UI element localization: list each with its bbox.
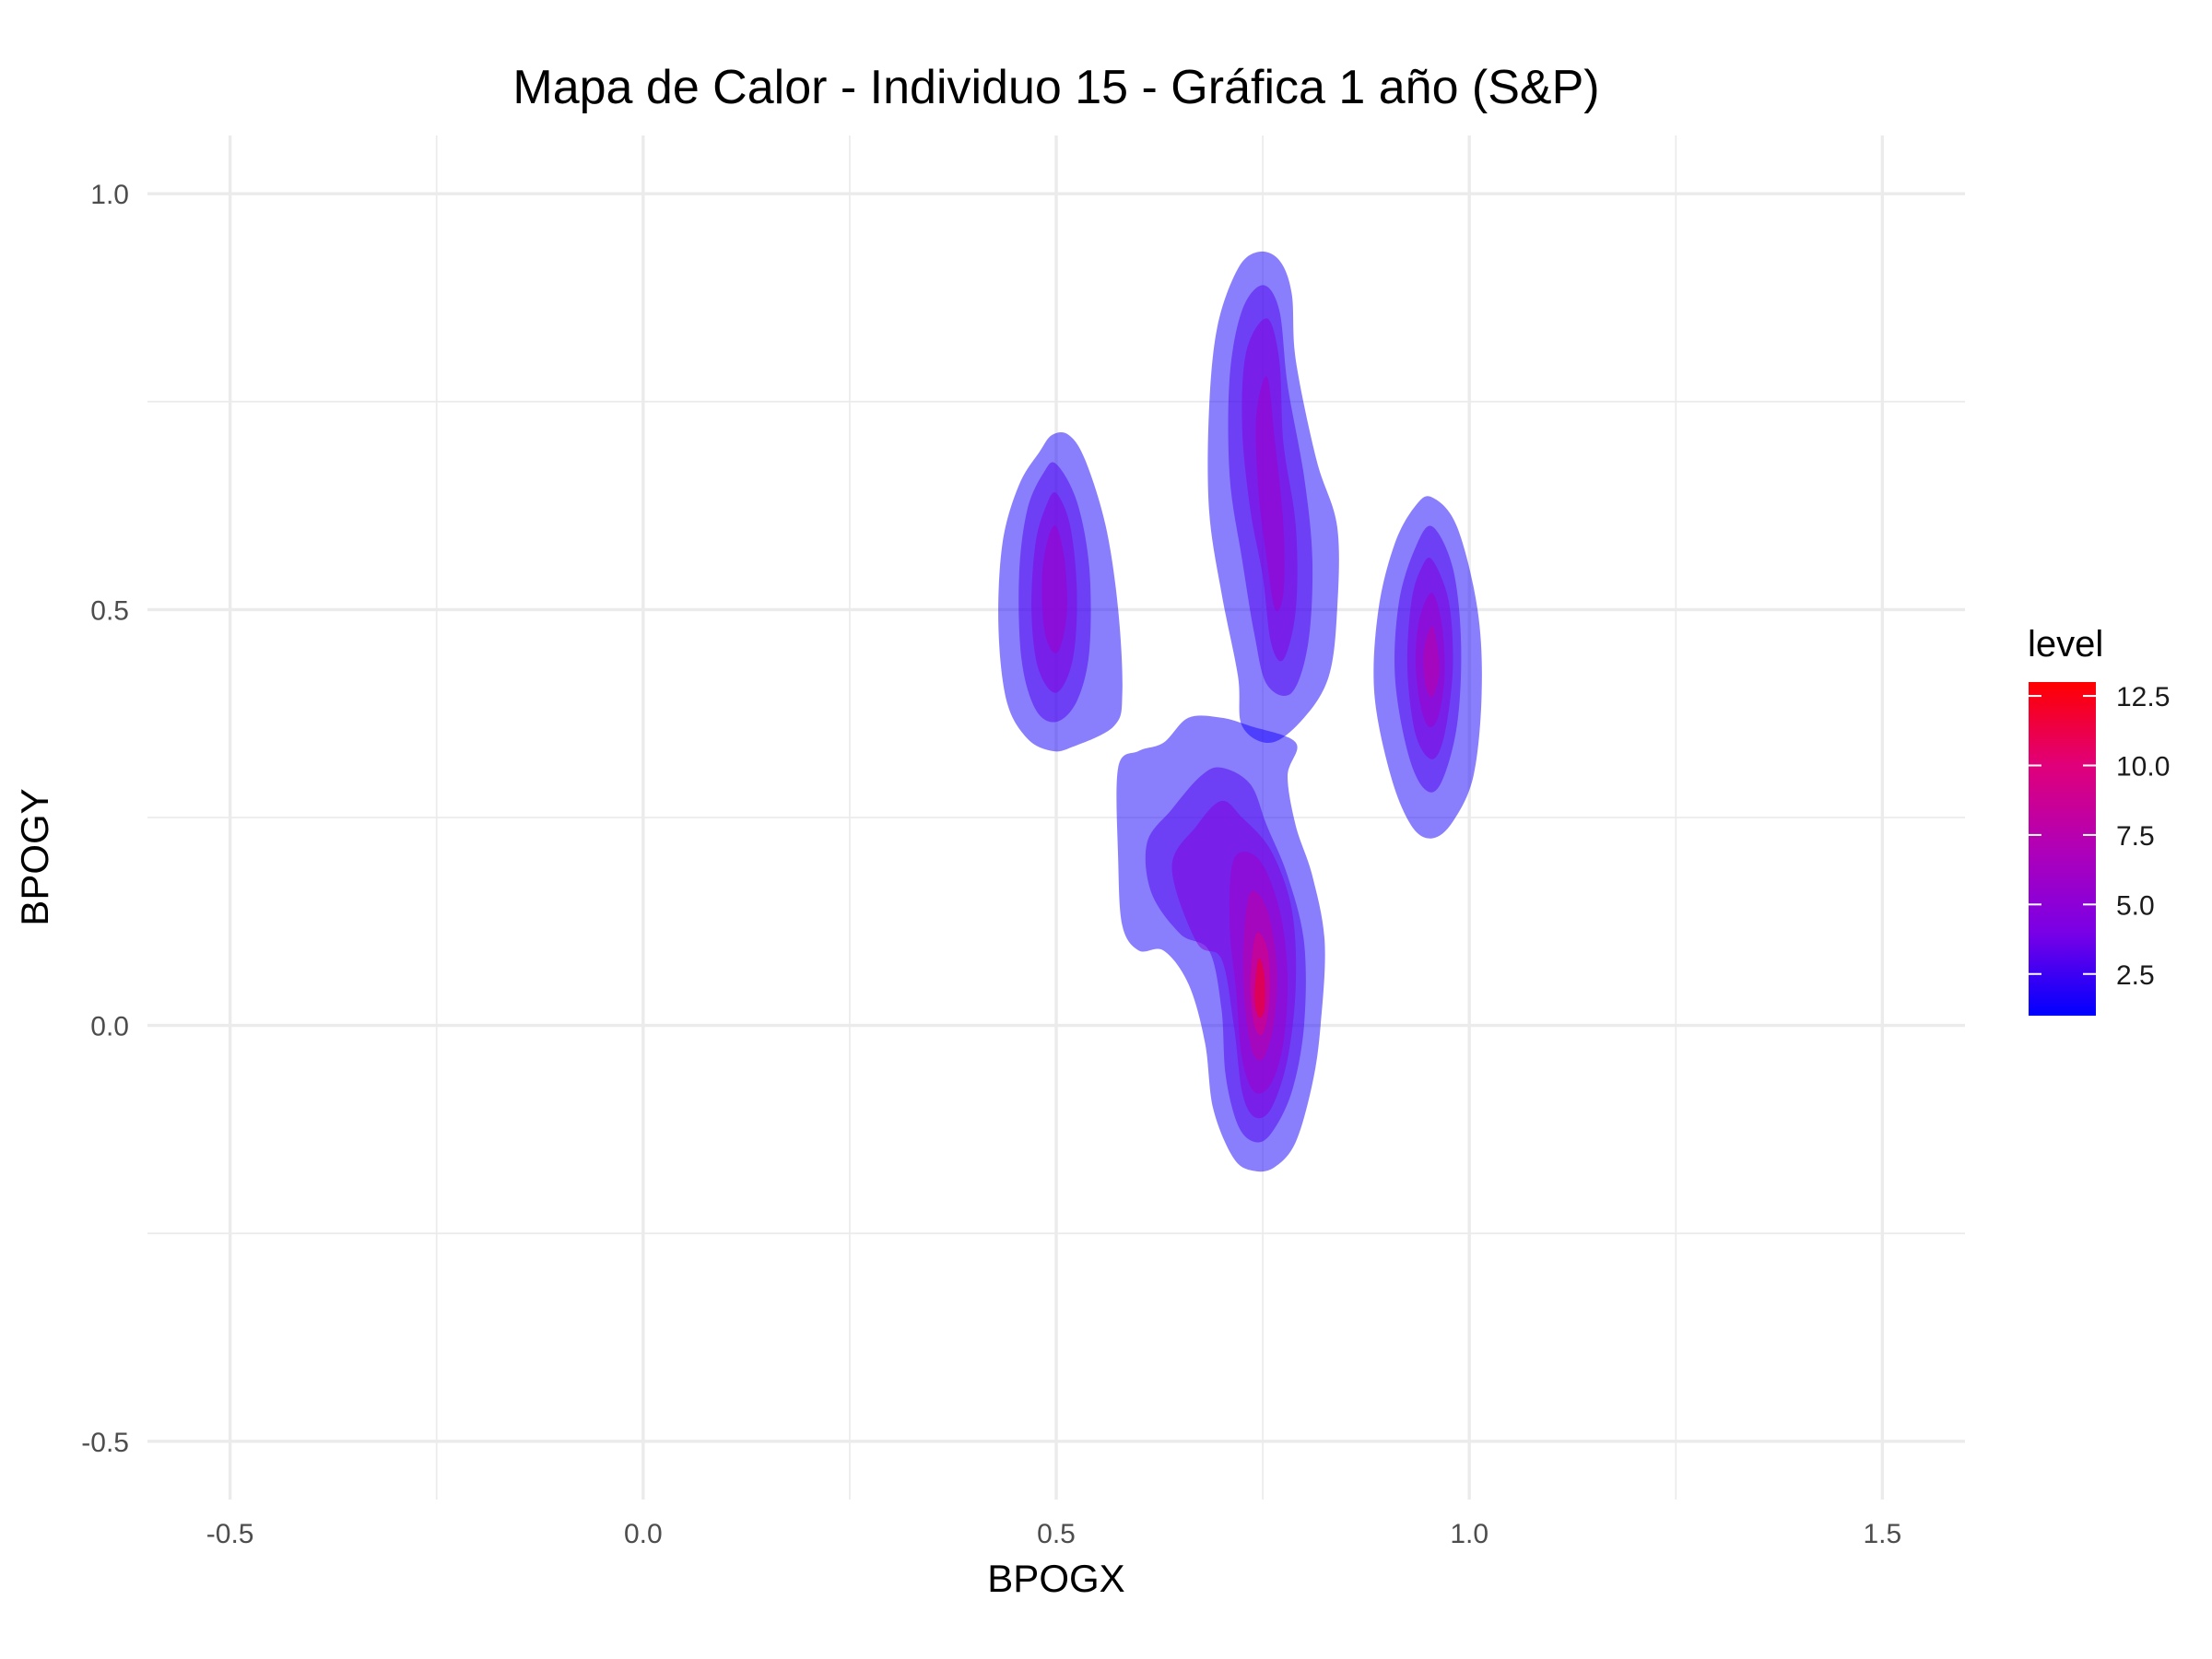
y-tick-label: 0.0 [90,1012,129,1042]
legend-tick-label: 7.5 [2116,821,2155,852]
legend: level 2.5 5.0 7.5 10.0 12.5 [2028,624,2170,1016]
x-tick-label: 0.0 [624,1519,663,1549]
x-axis-label: BPOGX [987,1557,1124,1600]
x-tick-label: 0.5 [1037,1519,1076,1549]
legend-colorbar [2029,682,2096,1016]
x-tick-label: -0.5 [206,1519,254,1549]
y-tick-label: 0.5 [90,595,129,626]
y-tick-label: -0.5 [81,1428,129,1458]
density-contours [998,251,1482,1172]
density-contour-level [1255,376,1285,612]
legend-tick-label: 10.0 [2116,752,2170,782]
legend-tick-label: 2.5 [2116,960,2155,991]
legend-tick-label: 12.5 [2116,682,2170,712]
chart-title: Mapa de Calor - Individuo 15 - Gráfica 1… [512,61,1599,114]
grid [147,135,1965,1500]
x-tick-label: 1.0 [1450,1519,1488,1549]
density-contour-level [1423,626,1440,698]
density-contour-level [1041,525,1067,653]
y-tick-label: 1.0 [90,180,129,210]
density-contour-level [1254,958,1265,1018]
legend-tick-label: 5.0 [2116,890,2155,921]
axis-ticks: -0.5 0.0 0.5 1.0 1.5 -0.5 0.0 0.5 1.0 [81,180,1901,1549]
x-tick-label: 1.5 [1864,1519,1902,1549]
legend-ticks: 2.5 5.0 7.5 10.0 12.5 [2029,682,2170,991]
legend-title: level [2028,624,2103,665]
y-axis-label: BPOGY [13,788,56,925]
